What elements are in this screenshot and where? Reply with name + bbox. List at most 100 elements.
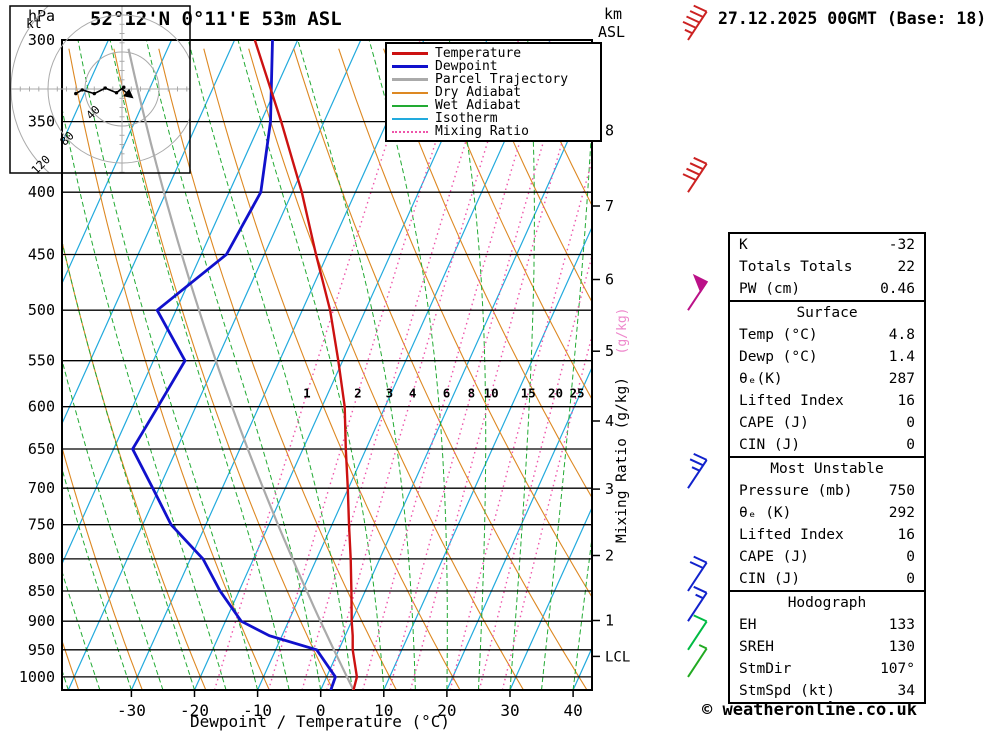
stat-row: CAPE (J) 0 (730, 412, 924, 434)
km-axis-ticks (592, 129, 600, 622)
indices-table: K -32 Totals Totals 22 PW (cm) 0.46 (728, 232, 926, 302)
svg-text:650: 650 (28, 440, 55, 458)
stat-value: 133 (888, 617, 915, 633)
stat-label: CAPE (J) (739, 549, 809, 565)
km-axis-labels: 1 2 3 4 5 6 7 8 (605, 122, 614, 630)
svg-text:15: 15 (521, 385, 536, 400)
hodograph-grid (10, 6, 190, 173)
svg-text:-20: -20 (180, 701, 209, 720)
legend-line-sample (392, 78, 428, 81)
legend-line-sample (392, 117, 428, 120)
stat-row: EH 133 (730, 614, 924, 636)
x-axis-title: Dewpoint / Temperature (°C) (189, 712, 451, 731)
chart-legend: Temperature Dewpoint Parcel Trajectory Dry … (385, 42, 602, 142)
stat-label: θₑ(K) (739, 371, 783, 387)
svg-text:1: 1 (605, 612, 614, 630)
wind-barb (682, 4, 708, 41)
storm-motion-vector (121, 88, 134, 99)
svg-text:6: 6 (605, 271, 614, 289)
x-axis-ticks (130, 690, 574, 697)
stat-row: Lifted Index 16 (730, 390, 924, 412)
stat-row: Totals Totals 22 (730, 256, 924, 278)
stat-row: Lifted Index 16 (730, 524, 924, 546)
stat-label: Lifted Index (739, 527, 844, 543)
svg-text:550: 550 (28, 352, 55, 370)
stat-value: 16 (897, 393, 915, 409)
legend-item-label: Wet Adiabat (435, 98, 522, 113)
stat-table-title: Hodograph (787, 595, 867, 611)
plot-frame (61, 39, 593, 691)
svg-text:1: 1 (303, 385, 311, 400)
stats-panel: K -32 Totals Totals 22 PW (cm) 0.46 Surface Tem… (728, 232, 926, 704)
stat-value: 130 (888, 639, 915, 655)
stat-value: 0 (906, 437, 915, 453)
stat-label: CAPE (J) (739, 415, 809, 431)
stat-row: SREH 130 (730, 636, 924, 658)
x-axis-labels: -30 -20 -10 0 10 20 30 40 (117, 701, 583, 720)
svg-text:450: 450 (28, 246, 55, 264)
stat-row: Temp (°C) 4.8 (730, 324, 924, 346)
legend-line-sample (392, 65, 428, 68)
wind-barb (687, 644, 708, 678)
wind-barb (682, 156, 708, 193)
stat-label: CIN (J) (739, 437, 801, 453)
svg-text:40: 40 (563, 701, 582, 720)
asl-unit-label: ASL (598, 23, 626, 41)
stat-value: 750 (888, 483, 915, 499)
svg-text:950: 950 (28, 641, 55, 659)
wind-barbs-column (682, 4, 709, 678)
stat-value: 0 (906, 415, 915, 431)
stat-row: StmDir 107° (730, 658, 924, 680)
svg-text:10: 10 (374, 701, 393, 720)
legend-item-label: Dry Adiabat (435, 85, 522, 100)
svg-text:3: 3 (386, 385, 394, 400)
svg-text:25: 25 (569, 385, 584, 400)
stat-value: 107° (880, 661, 915, 677)
svg-text:-30: -30 (117, 701, 146, 720)
svg-text:2: 2 (354, 385, 362, 400)
svg-text:6: 6 (443, 385, 451, 400)
svg-text:0: 0 (316, 701, 326, 720)
legend-item: Parcel Trajectory (387, 73, 600, 86)
svg-text:30: 30 (500, 701, 519, 720)
stat-label: Pressure (mb) (739, 483, 853, 499)
stat-value: 0 (906, 549, 915, 565)
stat-label: Lifted Index (739, 393, 844, 409)
stat-label: Temp (°C) (739, 327, 818, 343)
datetime-title: 27.12.2025 00GMT (Base: 18) (718, 9, 987, 28)
wind-barb (687, 555, 708, 592)
legend-line-sample (392, 52, 428, 55)
svg-text:350: 350 (28, 113, 55, 131)
svg-text:2: 2 (605, 547, 614, 565)
wind-barb (687, 452, 708, 489)
svg-text:500: 500 (28, 301, 55, 319)
stat-value: 22 (897, 259, 915, 275)
surface-table: Surface Temp (°C) 4.8 Dewp (°C) 1.4 θₑ(K) 287 L… (728, 300, 926, 458)
svg-text:850: 850 (28, 582, 55, 600)
stat-value: 16 (897, 527, 915, 543)
stat-label: StmDir (739, 661, 792, 677)
svg-text:700: 700 (28, 479, 55, 497)
stat-value: 0 (906, 571, 915, 587)
legend-item: Temperature (387, 47, 600, 60)
wind-barb (687, 614, 708, 651)
mixing-ratio-labels: 1 2 3 4 6 8 10 15 20 25 (303, 385, 584, 400)
legend-item: Dry Adiabat (387, 86, 600, 99)
stat-label: Totals Totals (739, 259, 853, 275)
stat-value: 34 (897, 683, 915, 699)
stat-value: -32 (888, 237, 915, 253)
svg-text:8: 8 (605, 122, 614, 140)
legend-item: Isotherm (387, 112, 600, 125)
stat-label: K (739, 237, 748, 253)
legend-item: Wet Adiabat (387, 99, 600, 112)
wind-barb (687, 585, 708, 622)
svg-text:5: 5 (605, 342, 614, 360)
legend-line-sample (392, 130, 428, 133)
stat-row: θₑ(K) 287 (730, 368, 924, 390)
legend-line-sample (392, 104, 428, 107)
stat-table-title: Most Unstable (770, 461, 884, 477)
